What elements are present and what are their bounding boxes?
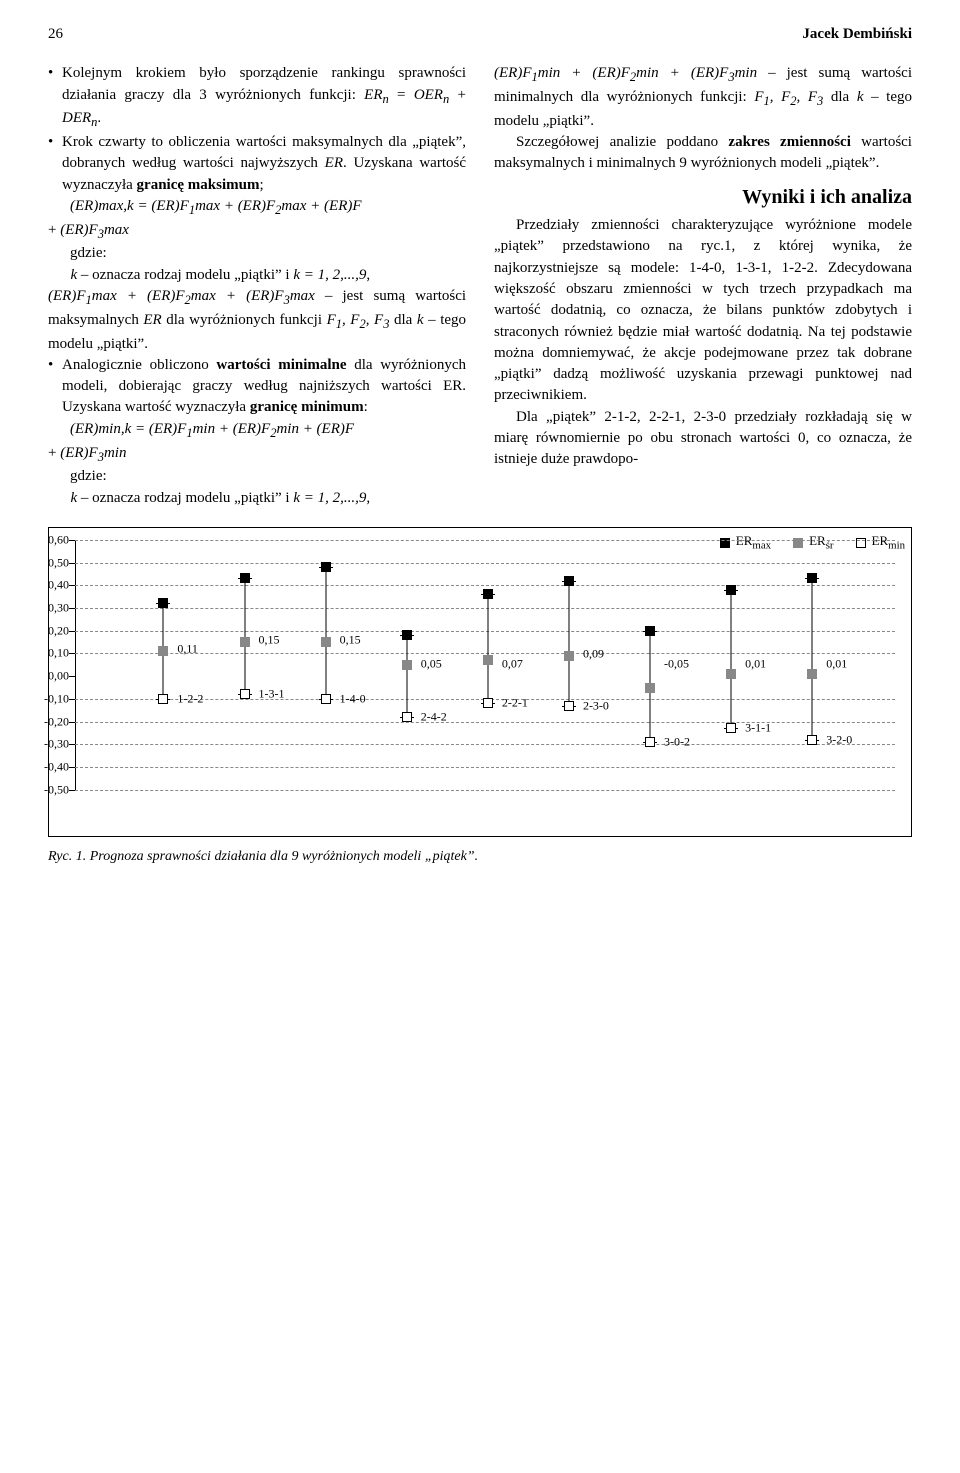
- y-tick-label: 0,00: [35, 668, 69, 685]
- left-column: Kolejnym krokiem było sporządzenie ranki…: [48, 63, 466, 509]
- y-tick-label: -0,10: [35, 690, 69, 707]
- marker-mean: [645, 683, 655, 693]
- category-label: 3-1-1: [745, 720, 771, 737]
- marker-mean: [240, 637, 250, 647]
- where-1-body: k – oznacza rodzaj modelu „piątki” i k =…: [48, 265, 466, 286]
- marker-min: [807, 735, 817, 745]
- y-tick-label: 0,40: [35, 577, 69, 594]
- marker-mean: [564, 651, 574, 661]
- marker-mean: [402, 660, 412, 670]
- category-label: 2-4-2: [421, 709, 447, 726]
- series-3-1-1: 0,013-1-1: [721, 540, 741, 790]
- marker-min: [402, 712, 412, 722]
- mean-value-label: -0,05: [664, 655, 689, 672]
- marker-min: [321, 694, 331, 704]
- marker-min: [483, 698, 493, 708]
- marker-mean: [158, 646, 168, 656]
- marker-max: [726, 585, 736, 595]
- marker-max: [483, 589, 493, 599]
- series-1-3-1: 0,151-3-1: [235, 540, 255, 790]
- marker-mean: [807, 669, 817, 679]
- y-tick-label: 0,10: [35, 645, 69, 662]
- marker-min: [158, 694, 168, 704]
- category-label: 2-2-1: [502, 695, 528, 712]
- where-2: gdzie:: [48, 466, 466, 487]
- where-1: gdzie:: [48, 243, 466, 264]
- marker-max: [807, 573, 817, 583]
- mean-value-label: 0,09: [583, 645, 604, 662]
- marker-max: [158, 598, 168, 608]
- bullet-2: Krok czwarty to obliczenia wartości maks…: [48, 132, 466, 196]
- marker-min: [564, 701, 574, 711]
- series-2-3-0: 0,092-3-0: [559, 540, 579, 790]
- gridline: [75, 790, 895, 791]
- series-3-0-2: -0,053-0-2: [640, 540, 660, 790]
- where-2-body: k – oznacza rodzaj modelu „piątki” i k =…: [48, 488, 466, 509]
- mean-value-label: 0,11: [177, 641, 198, 658]
- marker-mean: [483, 655, 493, 665]
- y-tick-label: 0,20: [35, 622, 69, 639]
- mean-value-label: 0,05: [421, 655, 442, 672]
- y-tick-label: -0,40: [35, 759, 69, 776]
- series-2-4-2: 0,052-4-2: [397, 540, 417, 790]
- y-tick-label: -0,30: [35, 736, 69, 753]
- text-columns: Kolejnym krokiem było sporządzenie ranki…: [48, 63, 912, 509]
- marker-max: [645, 626, 655, 636]
- mean-value-label: 0,07: [502, 655, 523, 672]
- figure-1: ERmax ERśr ERmin 0,600,500,400,300,200,1…: [48, 527, 912, 837]
- series-2-2-1: 0,072-2-1: [478, 540, 498, 790]
- category-label: 3-0-2: [664, 734, 690, 751]
- y-tick-label: -0,50: [35, 781, 69, 798]
- results-p2: Dla „piątek” 2-1-2, 2-2-1, 2-3-0 przedzi…: [494, 407, 912, 471]
- marker-max: [240, 573, 250, 583]
- marker-mean: [321, 637, 331, 647]
- marker-max: [321, 562, 331, 572]
- eq-max: (ER)max,k = (ER)F1max + (ER)F2max + (ER)…: [48, 196, 466, 244]
- section-heading: Wyniki i ich analiza: [494, 183, 912, 211]
- y-tick-label: 0,60: [35, 531, 69, 548]
- bullet-3: Analogicznie obliczono wartości minimaln…: [48, 355, 466, 419]
- eq-min: (ER)min,k = (ER)F1min + (ER)F2min + (ER)…: [48, 419, 466, 467]
- marker-mean: [726, 669, 736, 679]
- results-p1: Przedziały zmienności charakteryzujące w…: [494, 215, 912, 407]
- series-1-2-2: 0,111-2-2: [153, 540, 173, 790]
- marker-min: [726, 723, 736, 733]
- category-label: 1-3-1: [259, 686, 285, 703]
- figure-caption: Ryc. 1. Prognoza sprawności działania dl…: [48, 847, 912, 867]
- chart-plot-area: 0,600,500,400,300,200,100,00-0,10-0,20-0…: [75, 540, 895, 790]
- category-label: 1-4-0: [340, 690, 366, 707]
- y-tick-label: 0,50: [35, 554, 69, 571]
- y-tick-label: 0,30: [35, 600, 69, 617]
- mean-value-label: 0,15: [259, 632, 280, 649]
- sum-min: (ER)F1min + (ER)F2min + (ER)F3min – jest…: [494, 63, 912, 132]
- category-label: 1-2-2: [177, 690, 203, 707]
- marker-min: [645, 737, 655, 747]
- series-1-4-0: 0,151-4-0: [316, 540, 336, 790]
- sum-max: (ER)F1max + (ER)F2max + (ER)F3max – jest…: [48, 286, 466, 355]
- page-number: 26: [48, 24, 63, 45]
- marker-max: [402, 630, 412, 640]
- page-header: 26 Jacek Dembiński: [48, 24, 912, 45]
- bullet-1: Kolejnym krokiem było sporządzenie ranki…: [48, 63, 466, 132]
- mean-value-label: 0,01: [826, 655, 847, 672]
- right-column: (ER)F1min + (ER)F2min + (ER)F3min – jest…: [494, 63, 912, 509]
- series-3-2-0: 0,013-2-0: [802, 540, 822, 790]
- author-name: Jacek Dembiński: [802, 24, 912, 45]
- category-label: 2-3-0: [583, 697, 609, 714]
- y-tick-label: -0,20: [35, 713, 69, 730]
- marker-min: [240, 689, 250, 699]
- category-label: 3-2-0: [826, 731, 852, 748]
- mean-value-label: 0,01: [745, 655, 766, 672]
- marker-max: [564, 576, 574, 586]
- analysis-intro: Szczegółowej analizie poddano zakres zmi…: [494, 132, 912, 175]
- y-axis: [75, 540, 76, 790]
- mean-value-label: 0,15: [340, 632, 361, 649]
